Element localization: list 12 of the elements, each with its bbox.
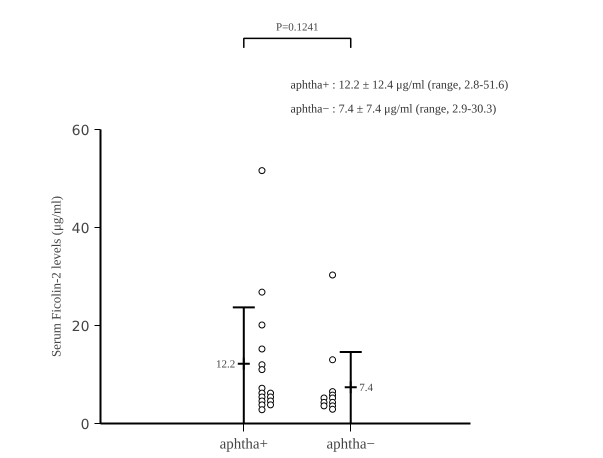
- text: aphtha− : 7.4 ± 7.4 μg/ml (range, 2.9-30.3): [290, 102, 496, 116]
- y-tick-label: 40: [72, 221, 90, 237]
- y-tick-label: 20: [72, 319, 90, 335]
- x-tick-label: aphtha+: [220, 436, 268, 452]
- data-label: 12.2: [216, 358, 236, 371]
- y-tick-label: 60: [72, 123, 90, 139]
- y-tick-label: 0: [80, 417, 90, 433]
- text: aphtha+ : 12.2 ± 12.4 μg/ml (range, 2.8-51.6): [290, 78, 508, 92]
- y-axis-title: Serum Ficolin-2 levels (μg/ml): [48, 196, 64, 358]
- text: P=0.1241: [276, 22, 319, 34]
- data-label: 7.4: [359, 382, 374, 394]
- x-tick-label: aphtha−: [326, 436, 375, 452]
